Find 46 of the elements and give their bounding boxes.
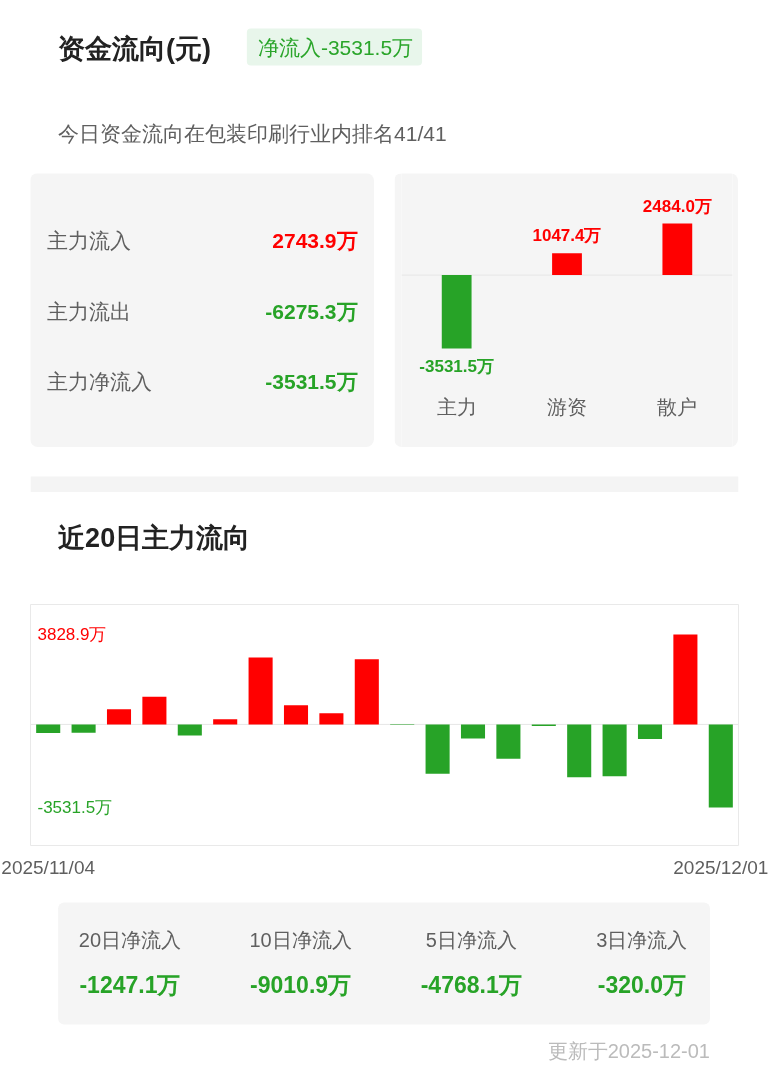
data-label: -6275.3万 xyxy=(265,299,358,323)
category-label: 10日净流入 xyxy=(249,928,352,951)
data-label: 2743.9万 xyxy=(272,229,358,252)
data-label: 2484.0万 xyxy=(642,196,712,216)
x-tick-label: 主力 xyxy=(436,395,477,418)
text: 更新于2025-12-01 xyxy=(547,1039,710,1062)
text: 净流入-3531.5万 xyxy=(257,36,414,59)
bar xyxy=(425,724,450,774)
bar xyxy=(283,705,309,725)
chart-title: 近20日主力流向 xyxy=(58,522,251,553)
bar xyxy=(673,634,698,725)
data-label: -3531.5万 xyxy=(265,370,358,393)
x-tick-label: 游资 xyxy=(547,395,587,418)
data-label: -3531.5万 xyxy=(419,356,495,376)
bar xyxy=(106,709,132,725)
bar xyxy=(567,724,592,778)
x-tick-label: 2025/11/04 xyxy=(1,856,96,878)
data-label: -320.0万 xyxy=(597,971,686,998)
data-label: -4768.1万 xyxy=(420,971,522,998)
text: 资金流向(元) xyxy=(58,33,212,64)
bar xyxy=(460,724,486,739)
data-label: -9010.9万 xyxy=(250,971,352,998)
bar xyxy=(36,724,61,733)
bar xyxy=(354,659,379,725)
bar xyxy=(602,724,627,777)
bar xyxy=(142,696,167,725)
bar xyxy=(71,724,96,733)
bar xyxy=(637,724,663,739)
text: 今日资金流向在包装印刷行业内排名41/41 xyxy=(58,122,447,145)
category-label: 3日净流入 xyxy=(596,928,688,951)
bar xyxy=(248,657,273,725)
x-tick-label: 2025/12/01 xyxy=(673,856,769,878)
bar xyxy=(319,713,344,725)
bar xyxy=(177,724,202,736)
bar xyxy=(708,724,733,808)
x-tick-label: 散户 xyxy=(657,395,698,418)
y-tick-label: 3828.9万 xyxy=(37,624,107,644)
data-label: 1047.4万 xyxy=(532,226,602,246)
data-label: -1247.1万 xyxy=(79,971,181,998)
category-label: 5日净流入 xyxy=(425,928,517,951)
bar xyxy=(213,719,238,725)
category-label: 主力净流入 xyxy=(46,370,152,393)
category-label: 主力流入 xyxy=(46,229,131,252)
category-label: 主力流出 xyxy=(46,299,131,323)
bar xyxy=(496,724,521,759)
category-label: 20日净流入 xyxy=(78,928,182,951)
